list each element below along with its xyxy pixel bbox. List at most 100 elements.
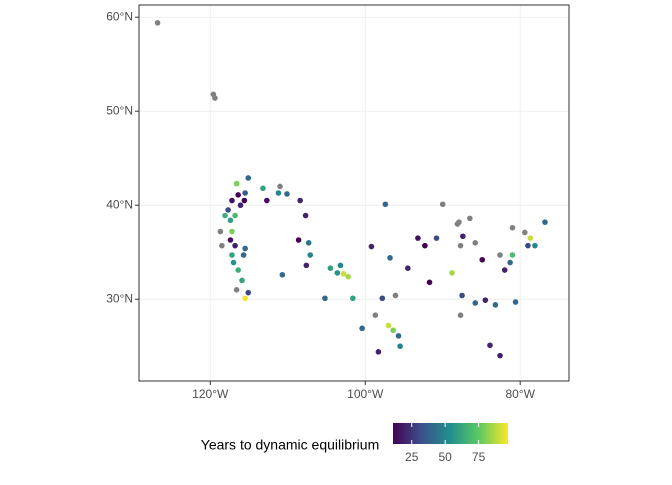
- data-point: [232, 212, 238, 219]
- data-point: [459, 292, 465, 299]
- data-point: [277, 183, 283, 190]
- data-point: [237, 202, 244, 209]
- data-point: [239, 277, 245, 284]
- data-point: [245, 289, 252, 296]
- data-point: [512, 299, 519, 305]
- data-point: [232, 242, 238, 249]
- data-point: [457, 312, 464, 319]
- data-point: [482, 297, 489, 303]
- data-point: [397, 343, 403, 350]
- data-point: [422, 242, 428, 249]
- data-point: [279, 271, 286, 278]
- y-tick-label: 50°N: [106, 103, 133, 117]
- panel-border: [138, 4, 570, 382]
- data-point: [212, 95, 218, 101]
- colorbar-tick-label: 25: [405, 450, 419, 464]
- data-point: [240, 252, 247, 258]
- data-point: [229, 228, 235, 235]
- data-point: [233, 287, 240, 293]
- data-point: [235, 192, 241, 198]
- data-point: [457, 242, 464, 249]
- data-point: [222, 212, 228, 219]
- data-point: [509, 252, 516, 258]
- data-point: [322, 295, 328, 302]
- data-point: [334, 270, 341, 276]
- data-point: [303, 262, 310, 269]
- data-point: [449, 270, 455, 276]
- data-point: [497, 252, 503, 258]
- data-point: [467, 215, 473, 222]
- plot-background: [139, 5, 569, 381]
- x-tick-label: 80°W: [505, 387, 535, 401]
- data-point: [456, 219, 462, 225]
- data-point: [297, 197, 303, 204]
- y-tick-label: 40°N: [106, 197, 133, 211]
- data-point: [242, 190, 248, 196]
- data-point: [472, 300, 479, 306]
- data-point: [542, 219, 548, 225]
- data-point: [487, 342, 493, 349]
- data-point: [154, 20, 161, 26]
- data-point: [229, 252, 235, 258]
- data-point: [522, 229, 528, 236]
- data-point: [345, 273, 351, 280]
- data-point: [395, 333, 402, 339]
- data-point: [227, 217, 234, 224]
- data-point: [241, 197, 248, 204]
- colorbar-tick-label: 75: [472, 450, 486, 464]
- data-point: [350, 295, 356, 302]
- data-point: [405, 265, 411, 272]
- data-point: [497, 352, 503, 359]
- data-point: [359, 325, 365, 332]
- data-point: [525, 242, 531, 249]
- data-point: [235, 267, 241, 273]
- x-tick-label: 100°W: [347, 387, 384, 401]
- data-point: [426, 279, 433, 286]
- data-point: [225, 207, 231, 213]
- data-point: [390, 327, 396, 334]
- data-point: [275, 190, 282, 196]
- data-point: [327, 265, 334, 272]
- colorbar-tick-label: 50: [438, 450, 452, 464]
- data-point: [307, 252, 314, 258]
- data-point: [382, 201, 389, 208]
- data-point: [229, 197, 235, 204]
- y-tick-label: 60°N: [106, 9, 133, 23]
- data-point: [507, 259, 513, 266]
- data-point: [340, 271, 347, 277]
- data-point: [460, 233, 466, 240]
- data-point: [305, 240, 312, 246]
- data-point: [479, 256, 486, 263]
- data-point: [217, 228, 224, 235]
- data-point: [472, 240, 479, 246]
- data-point: [415, 235, 421, 241]
- data-point: [385, 322, 392, 329]
- data-point: [295, 237, 302, 243]
- data-point: [527, 235, 534, 241]
- data-point: [302, 212, 309, 219]
- x-tick-label: 120°W: [192, 387, 229, 401]
- data-point: [387, 255, 393, 261]
- colorbar: [393, 423, 508, 444]
- data-point: [392, 292, 399, 299]
- data-point: [501, 267, 508, 273]
- data-point: [368, 243, 375, 250]
- data-point: [219, 242, 225, 249]
- data-point: [379, 295, 386, 302]
- data-point: [230, 259, 237, 266]
- data-point: [245, 175, 252, 181]
- data-point: [509, 224, 516, 231]
- data-point: [233, 180, 240, 187]
- data-point: [532, 242, 538, 249]
- data-point: [337, 262, 344, 269]
- y-tick-label: 30°N: [106, 291, 133, 305]
- data-point: [372, 312, 379, 319]
- data-point: [264, 197, 270, 204]
- data-point: [242, 245, 248, 252]
- data-point: [439, 201, 446, 208]
- data-point: [492, 302, 499, 308]
- data-point: [284, 191, 290, 197]
- data-point: [375, 349, 382, 355]
- data-point: [260, 185, 266, 192]
